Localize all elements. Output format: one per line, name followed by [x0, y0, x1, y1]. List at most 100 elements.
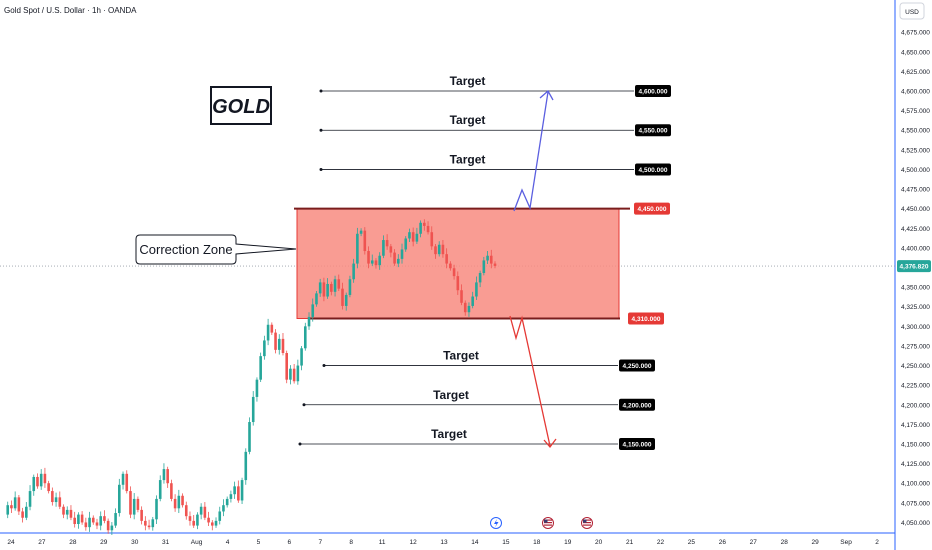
x-tick-label: 19 — [564, 539, 572, 546]
y-tick-label: 4,550.000 — [901, 128, 930, 135]
candle-body — [277, 338, 281, 350]
bullish-arrowhead — [539, 89, 554, 101]
x-tick-label: 7 — [318, 539, 322, 546]
candle-body — [10, 505, 13, 509]
candle-body — [374, 260, 378, 266]
candle-body — [489, 255, 493, 264]
candle-body — [400, 249, 404, 259]
zone-level-badge-text: 4,310.000 — [632, 316, 661, 323]
candle-body — [486, 255, 489, 261]
candle-body — [441, 244, 445, 255]
candle-body — [144, 520, 147, 526]
candle-body — [456, 276, 460, 291]
gold-logo: GOLD — [210, 86, 272, 125]
candle-body — [155, 498, 158, 520]
x-axis-ticks: 24 27 28 29 30 31 Aug 4 5 6 7 8 11 12 13 14 15 18 19 20 21 22… — [7, 539, 879, 546]
upper-target-1-dot — [319, 89, 323, 93]
candle-body — [296, 365, 300, 382]
lower-target-1-badge-text: 4,250.000 — [623, 363, 652, 370]
candle-body — [478, 272, 482, 283]
lower-target-3-dot — [298, 442, 302, 446]
candle-body — [270, 324, 274, 333]
candle-body — [237, 486, 240, 501]
candle-body — [6, 505, 10, 515]
candle-body — [177, 495, 181, 509]
candle-body — [106, 520, 110, 531]
y-tick-label: 4,675.000 — [901, 30, 930, 37]
x-tick-label: 22 — [657, 539, 665, 546]
candle-body — [460, 290, 463, 303]
candle-body — [84, 522, 88, 528]
candle-body — [289, 368, 292, 380]
candle-body — [244, 451, 248, 481]
candle-body — [341, 288, 344, 306]
candle-body — [300, 348, 303, 366]
candle-body — [378, 255, 381, 266]
correction-zone-callout: Correction Zone — [135, 234, 297, 265]
candle-body — [363, 230, 367, 252]
x-tick-label: 11 — [379, 539, 386, 546]
candle-body — [136, 498, 140, 510]
candle-body — [449, 263, 452, 269]
lower-target-2-badge-text: 4,200.000 — [623, 402, 652, 409]
candle-body — [184, 505, 188, 517]
y-tick-label: 4,650.000 — [901, 49, 930, 56]
current-price-text: 4,376.820 — [900, 264, 929, 271]
candle-body — [423, 222, 426, 226]
x-tick-label: 15 — [502, 539, 510, 546]
candle-body — [158, 480, 162, 499]
y-tick-label: 4,100.000 — [901, 481, 930, 488]
candle-body — [25, 506, 28, 518]
candle-body — [396, 258, 400, 264]
svg-text:GOLD: GOLD — [212, 96, 270, 118]
upper-target-2-badge — [635, 124, 671, 137]
candle-body — [54, 497, 58, 503]
candle-body — [382, 240, 385, 256]
candle-body — [192, 520, 196, 526]
lower-target-2-dot — [302, 403, 306, 407]
upper-target-3-dot — [319, 167, 323, 171]
candle-body — [475, 282, 478, 297]
candle-body — [411, 232, 415, 242]
candle-body — [389, 246, 393, 253]
candle-body — [307, 316, 311, 327]
lightning-icon[interactable] — [490, 517, 502, 529]
candle-body — [207, 517, 210, 523]
us-flag-icon[interactable] — [581, 517, 593, 529]
candle-body — [43, 473, 47, 484]
lower-target-2-label: Target — [433, 388, 469, 402]
bearish-arrowhead — [543, 438, 557, 449]
candle-body — [326, 283, 329, 297]
x-tick-label: 5 — [257, 539, 261, 546]
candle-body — [95, 522, 99, 526]
candle-body — [58, 497, 62, 507]
candle-body — [356, 233, 359, 264]
candle-body — [330, 283, 333, 292]
candle-body — [181, 495, 184, 506]
candle-body — [218, 511, 222, 521]
candle-body — [203, 506, 207, 518]
candle-body — [39, 473, 43, 487]
candle-body — [132, 498, 136, 515]
candle-body — [91, 517, 95, 523]
x-tick-label: 2 — [875, 539, 879, 546]
x-tick-label: 25 — [688, 539, 696, 546]
candle-body — [311, 304, 315, 317]
x-tick-label: 26 — [719, 539, 727, 546]
currency-button[interactable]: USD — [899, 2, 925, 20]
candle-body — [248, 422, 251, 452]
x-tick-label: 27 — [750, 539, 758, 546]
candle-body — [281, 338, 285, 354]
x-tick-label: 31 — [162, 539, 170, 546]
x-tick-label: Sep — [840, 539, 852, 546]
candle-body — [233, 486, 236, 495]
candle-body — [114, 513, 117, 526]
us-flag-icon[interactable] — [542, 517, 554, 529]
y-tick-label: 4,575.000 — [901, 108, 930, 115]
candle-body — [162, 469, 166, 481]
x-tick-label: 30 — [131, 539, 139, 546]
x-tick-label: 29 — [812, 539, 820, 546]
bearish-projection-arrow — [509, 315, 551, 447]
y-tick-label: 4,125.000 — [901, 461, 930, 468]
